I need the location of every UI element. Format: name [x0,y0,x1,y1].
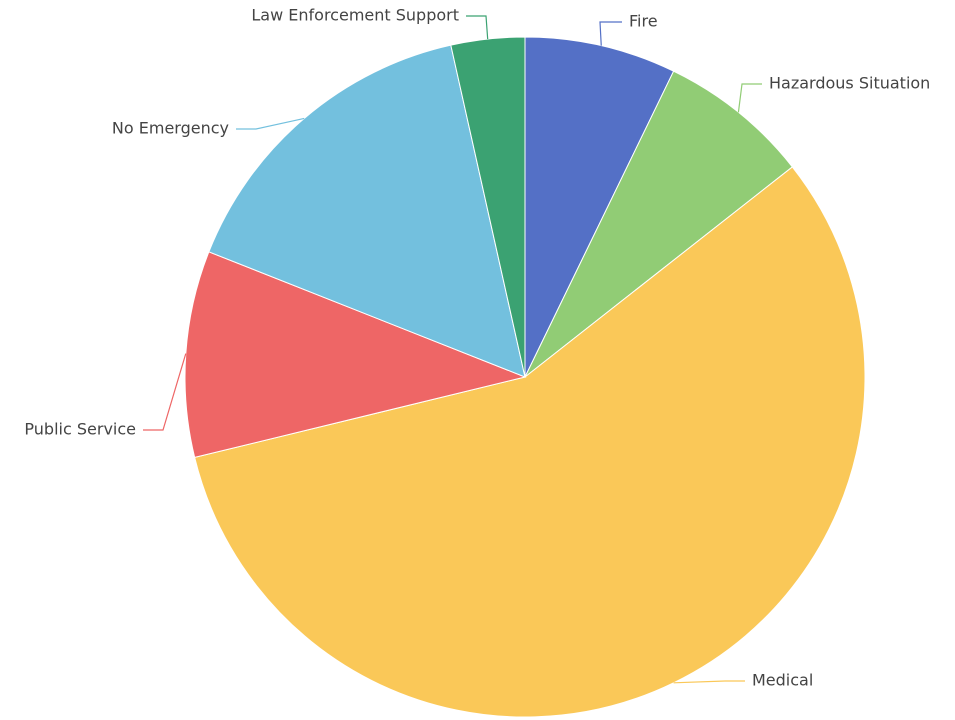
leader-line-medical [673,680,745,684]
leader-line-fire [599,21,622,46]
pie-label-law-enforcement-support: Law Enforcement Support [251,6,459,25]
leader-line-law-enforcement-support [466,15,489,40]
pie-slice-fire[interactable] [524,36,675,378]
leader-line-hazardous-situation [737,83,762,113]
leader-line-no-emergency [236,117,305,130]
leader-line-public-service [143,353,187,431]
pie-label-medical: Medical [752,671,813,690]
pie-slice-medical[interactable] [194,166,866,718]
pie-slice-hazardous-situation[interactable] [524,70,794,378]
pie-label-public-service: Public Service [24,420,136,439]
pie-label-hazardous-situation: Hazardous Situation [769,74,930,93]
pie-slices [184,36,866,718]
pie-label-fire: Fire [629,12,658,31]
pie-label-no-emergency: No Emergency [112,119,229,138]
pie-leader-lines [143,15,762,684]
pie-labels: Fire Hazardous Situation Medical Public Ser… [24,6,930,690]
pie-slice-law-enforcement-support[interactable] [450,36,526,378]
